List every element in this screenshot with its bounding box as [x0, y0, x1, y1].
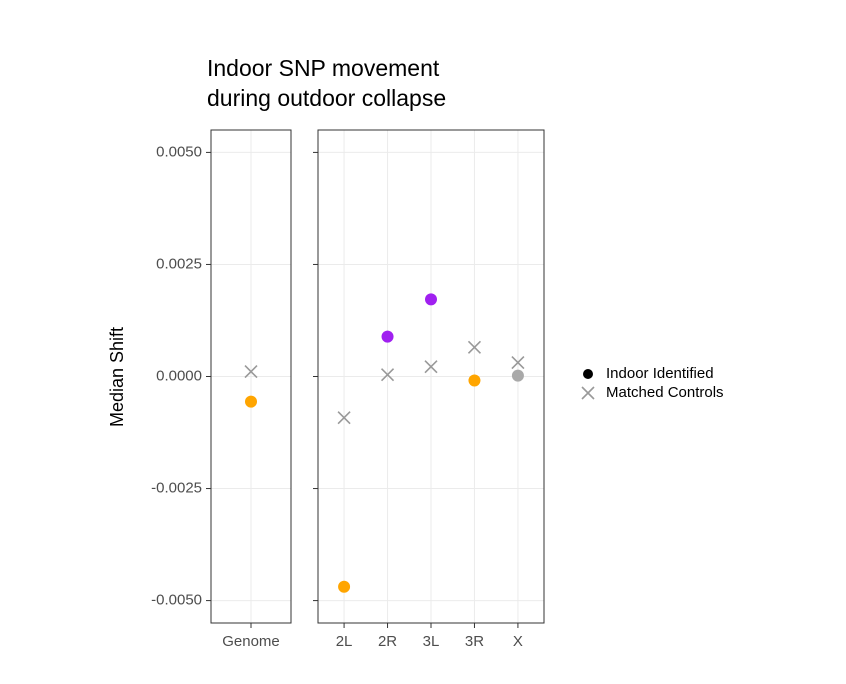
- control-point: [511, 356, 525, 370]
- x-tick-label: 3R: [465, 633, 484, 650]
- y-tick-label: 0.0025: [156, 255, 202, 272]
- y-tick-label: 0.0000: [156, 367, 202, 384]
- y-tick-label: 0.0050: [156, 143, 202, 160]
- y-tick-label: -0.0025: [151, 480, 202, 497]
- control-point: [244, 365, 258, 379]
- x-tick-label: X: [513, 633, 523, 650]
- control-point: [380, 368, 395, 382]
- chart-title: Indoor SNP movement: [207, 55, 440, 81]
- legend-label: Matched Controls: [606, 384, 724, 401]
- indoor-point: [425, 293, 437, 306]
- indoor-point: [338, 580, 351, 593]
- y-axis-label: Median Shift: [107, 327, 127, 427]
- control-point: [424, 360, 438, 374]
- control-point: [467, 340, 482, 354]
- legend-marker: [581, 386, 595, 400]
- chart-title: during outdoor collapse: [207, 85, 446, 111]
- control-point: [337, 411, 351, 425]
- legend-marker: [583, 369, 593, 379]
- panel-border: [317, 129, 545, 624]
- x-tick-label: 3L: [423, 633, 440, 650]
- x-tick-label: 2L: [336, 633, 353, 650]
- legend-label: Indoor Identified: [606, 365, 714, 382]
- y-tick-label: -0.0050: [151, 592, 202, 609]
- panel-border: [210, 129, 292, 624]
- x-tick-label: Genome: [222, 633, 280, 650]
- indoor-point: [468, 374, 481, 387]
- indoor-point: [245, 395, 257, 408]
- indoor-point: [511, 369, 524, 382]
- indoor-point: [381, 330, 394, 343]
- x-tick-label: 2R: [378, 633, 397, 650]
